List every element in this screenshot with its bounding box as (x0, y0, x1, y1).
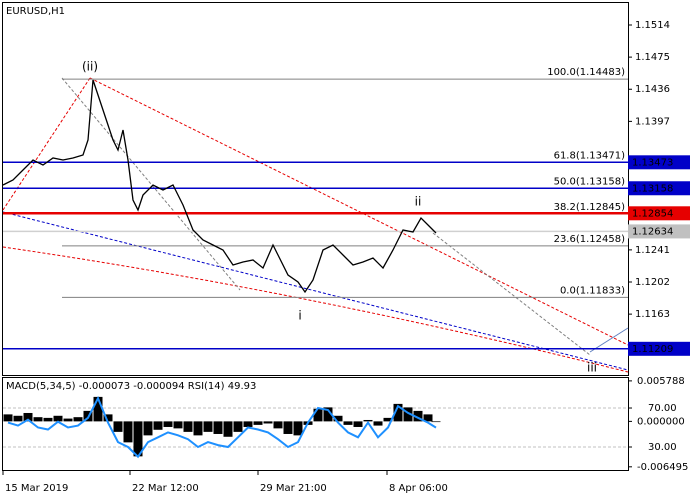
macd-bar (173, 421, 183, 429)
level-label: 1.11209 (632, 344, 673, 355)
indicator-frame (2, 377, 629, 471)
wave-line (432, 232, 591, 356)
y2-tick-label: 30.00 (648, 442, 677, 453)
macd-bar (143, 421, 153, 436)
level-box (628, 224, 690, 239)
y-tick-label: -0.006495 (637, 462, 688, 473)
macd-bar (73, 417, 83, 422)
macd-bar (423, 414, 433, 422)
level-label: 1.13158 (632, 183, 673, 194)
macd-bar (233, 421, 243, 432)
x-tick-label: 29 Mar 21:00 (260, 483, 327, 494)
level-label: 1.12634 (632, 226, 673, 237)
fibo-label: 100.0(1.14483) (547, 67, 625, 78)
wave-label: iii (587, 361, 597, 375)
x-tick-label: 22 Mar 12:00 (132, 483, 199, 494)
y2-tick-label: 70.00 (648, 403, 677, 414)
y-tick-label: 1.1475 (635, 52, 670, 63)
level-box (628, 206, 690, 221)
level-box (628, 155, 690, 170)
macd-bar (323, 407, 333, 422)
macd-bar (163, 421, 173, 427)
fibo-label: 0.0(1.11833) (560, 285, 625, 296)
macd-bar (353, 421, 363, 427)
channel-line (2, 211, 629, 371)
macd-bar (343, 421, 353, 425)
trend-lines (2, 77, 629, 373)
macd-bar (183, 421, 193, 432)
macd-bar (3, 414, 13, 422)
level-label: 1.12854 (632, 208, 673, 219)
macd-bar (113, 421, 123, 432)
macd-bar (133, 421, 143, 457)
price-line (2, 79, 437, 294)
macd-bar (203, 421, 213, 432)
macd-bar (53, 415, 63, 422)
macd-bar (363, 419, 373, 422)
macd-bar (393, 403, 403, 422)
y-tick-label: 1.1436 (635, 84, 670, 95)
level-box (628, 341, 690, 356)
macd-bar (253, 421, 263, 425)
macd-bar (263, 421, 273, 424)
macd-bar (213, 421, 223, 434)
macd-bar (431, 421, 441, 423)
wave-label: i (298, 309, 301, 323)
macd-bar (373, 421, 383, 426)
macd-bar (273, 421, 283, 429)
macd-bar (403, 407, 413, 422)
y-tick-label: 1.1514 (635, 20, 670, 31)
macd-bar (23, 412, 33, 422)
macd-bar (43, 417, 53, 422)
y-tick-label: 0.005788 (637, 376, 685, 387)
indicator-title: MACD(5,34,5) -0.000073 -0.000094 RSI(14)… (6, 381, 256, 392)
x-tick-label: 15 Mar 2019 (5, 483, 68, 494)
macd-bar (93, 396, 103, 422)
y-tick-label: 0.000000 (637, 416, 685, 427)
macd-bar (103, 414, 113, 422)
macd-bar (123, 421, 133, 443)
macd-bar (63, 418, 73, 422)
trend-line (2, 246, 629, 373)
fibo-label: 23.6(1.12458) (554, 234, 626, 245)
wave-label: ii (415, 195, 422, 209)
wave-label: (ii) (82, 60, 98, 74)
fibo-label: 61.8(1.13471) (554, 150, 626, 161)
y-tick-label: 1.1202 (635, 277, 670, 288)
macd-bar (333, 415, 343, 422)
chart-title: EURUSD,H1 (6, 6, 65, 17)
x-tick-label: 8 Apr 06:00 (389, 483, 448, 494)
fibo-label: 50.0(1.13158) (554, 176, 626, 187)
macd-bar (193, 421, 203, 436)
wave-line (589, 327, 629, 353)
macd-bar (223, 421, 233, 437)
macd-bar (413, 410, 423, 422)
y-tick-label: 1.1397 (635, 116, 670, 127)
macd-bar (33, 417, 43, 422)
y-tick-label: 1.1163 (635, 309, 670, 320)
macd-bar (153, 421, 163, 430)
fibo-label: 38.2(1.12845) (554, 202, 626, 213)
wave-line (61, 77, 241, 291)
macd-bar (243, 421, 253, 427)
level-label: 1.13473 (632, 157, 673, 168)
macd-bar (293, 421, 303, 436)
rsi-line (7, 395, 437, 459)
trend-line (89, 77, 629, 346)
level-box (628, 181, 690, 196)
macd-bar (283, 421, 293, 434)
y-tick-label: 1.1241 (635, 245, 670, 256)
macd-bar (13, 415, 23, 422)
macd-bar (313, 408, 323, 422)
macd-bar (383, 417, 393, 422)
